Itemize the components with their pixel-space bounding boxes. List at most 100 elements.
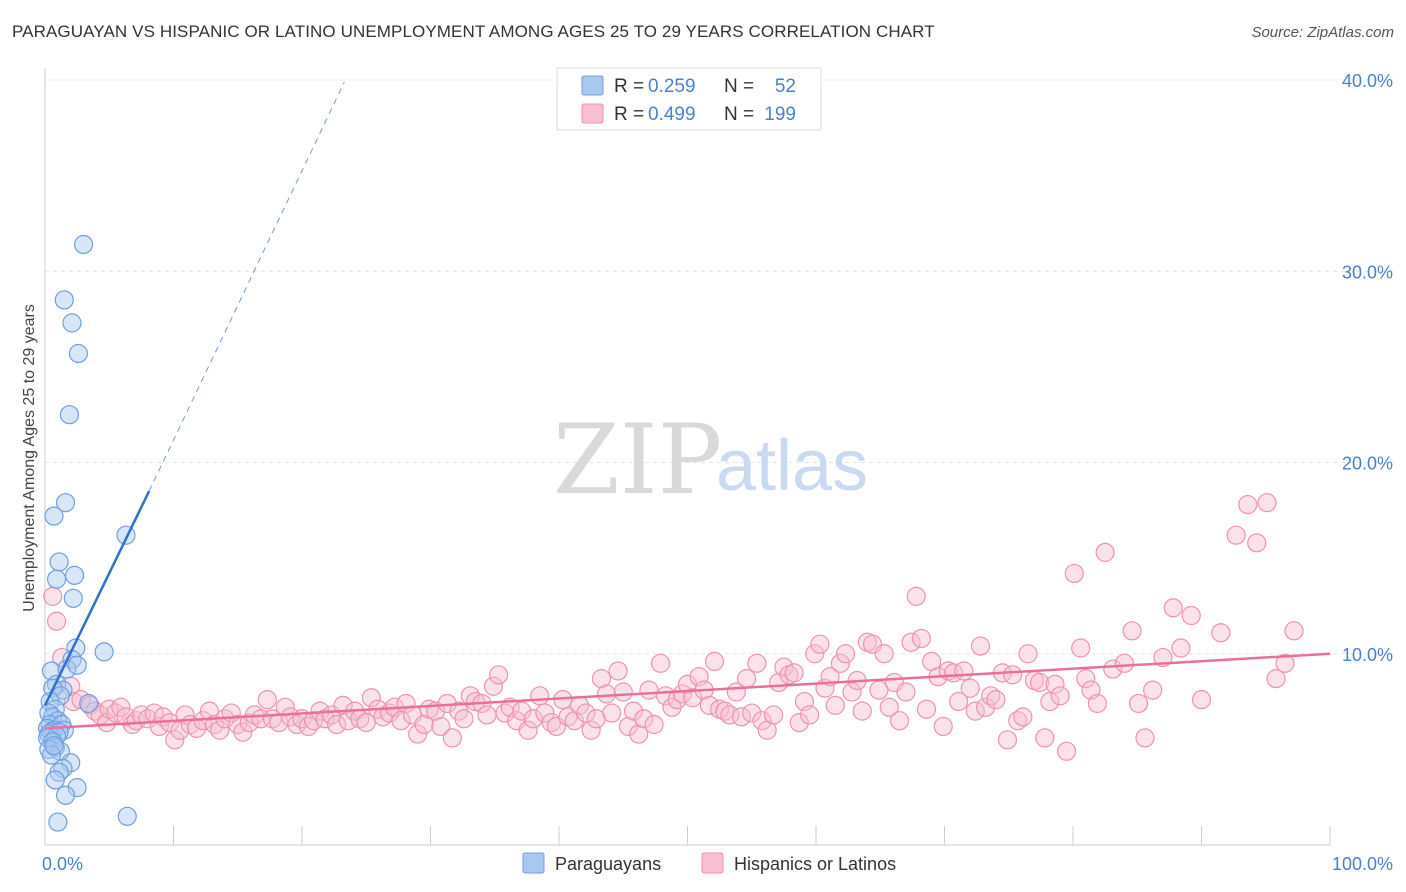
- legend-n-value-hispanics: 199: [764, 104, 796, 125]
- point-hispanics-or-latinos: [1284, 621, 1304, 641]
- point-hispanics-or-latinos: [949, 691, 969, 712]
- point-hispanics-or-latinos: [106, 703, 126, 723]
- point-hispanics-or-latinos: [1035, 728, 1055, 748]
- bottom-legend-swatch-hispanics: [701, 852, 724, 874]
- y-tick-label: 20.0%: [1342, 454, 1393, 474]
- point-hispanics-or-latinos: [85, 701, 105, 721]
- legend-r-label-hispanics: R =: [614, 104, 644, 125]
- point-hispanics-or-latinos: [981, 686, 1001, 706]
- point-hispanics-or-latinos: [742, 703, 762, 723]
- point-hispanics-or-latinos: [581, 720, 601, 740]
- point-hispanics-or-latinos: [613, 682, 633, 702]
- point-paraguayans: [44, 506, 64, 526]
- y-tick-label: 30.0%: [1342, 262, 1393, 282]
- point-hispanics-or-latinos: [1114, 653, 1135, 673]
- point-paraguayans: [117, 806, 137, 826]
- point-hispanics-or-latinos: [1211, 623, 1231, 643]
- point-paraguayans: [54, 290, 74, 310]
- point-hispanics-or-latinos: [1191, 690, 1212, 710]
- bottom-legend-label-hispanics: Hispanics or Latinos: [734, 854, 896, 874]
- point-hispanics-or-latinos: [1029, 672, 1050, 693]
- point-hispanics-or-latinos: [1238, 494, 1258, 515]
- point-hispanics-or-latinos: [906, 586, 926, 606]
- legend-r-label-paraguayans: R =: [614, 76, 644, 97]
- point-hispanics-or-latinos: [830, 653, 851, 673]
- point-hispanics-or-latinos: [986, 690, 1006, 710]
- point-hispanics-or-latinos: [639, 680, 659, 700]
- point-hispanics-or-latinos: [1003, 665, 1023, 685]
- point-hispanics-or-latinos: [960, 678, 980, 698]
- point-hispanics-or-latinos: [1076, 669, 1096, 689]
- point-hispanics-or-latinos: [361, 688, 381, 708]
- point-paraguayans: [44, 735, 64, 756]
- point-hispanics-or-latinos: [650, 653, 671, 673]
- point-hispanics-or-latinos: [1064, 563, 1084, 584]
- trend-line-paraguayans: [43, 490, 151, 706]
- point-hispanics-or-latinos: [523, 709, 543, 729]
- point-hispanics-or-latinos: [1008, 711, 1028, 731]
- point-hispanics-or-latinos: [1045, 674, 1065, 694]
- point-hispanics-or-latinos: [1181, 605, 1201, 626]
- point-hispanics-or-latinos: [879, 697, 899, 717]
- point-paraguayans: [67, 778, 87, 798]
- point-hispanics-or-latinos: [257, 690, 277, 710]
- point-hispanics-or-latinos: [530, 686, 550, 706]
- point-paraguayans: [62, 313, 82, 333]
- point-hispanics-or-latinos: [997, 730, 1018, 750]
- point-hispanics-or-latinos: [1040, 691, 1060, 712]
- point-hispanics-or-latinos: [116, 707, 136, 727]
- point-hispanics-or-latinos: [784, 663, 804, 683]
- point-hispanics-or-latinos: [1135, 728, 1155, 748]
- watermark: ZIP atlas: [553, 404, 868, 516]
- point-hispanics-or-latinos: [970, 636, 991, 656]
- point-hispanics-or-latinos: [842, 682, 862, 702]
- point-hispanics-or-latinos: [789, 712, 809, 733]
- point-hispanics-or-latinos: [954, 661, 974, 681]
- point-paraguayans: [68, 343, 89, 364]
- point-hispanics-or-latinos: [835, 644, 856, 664]
- point-hispanics-or-latinos: [799, 705, 820, 725]
- point-paraguayans: [94, 642, 114, 662]
- point-hispanics-or-latinos: [889, 711, 910, 731]
- point-hispanics-or-latinos: [825, 695, 845, 715]
- legend-n-label-paraguayans: N =: [724, 76, 754, 97]
- point-hispanics-or-latinos: [916, 699, 937, 719]
- point-hispanics-or-latinos: [1071, 638, 1091, 658]
- legend-n-value-paraguayans: 52: [775, 76, 796, 97]
- point-hispanics-or-latinos: [644, 714, 664, 735]
- point-hispanics-or-latinos: [1143, 680, 1163, 700]
- point-hispanics-or-latinos: [1226, 525, 1246, 545]
- point-hispanics-or-latinos: [391, 711, 411, 731]
- point-hispanics-or-latinos: [205, 714, 225, 735]
- gridlines: [45, 79, 1395, 655]
- point-paraguayans: [59, 405, 80, 425]
- point-paraguayans: [53, 758, 73, 779]
- point-hispanics-or-latinos: [356, 712, 376, 733]
- point-hispanics-or-latinos: [976, 697, 996, 717]
- x-tick-label: 0.0%: [42, 854, 83, 874]
- point-hispanics-or-latinos: [715, 701, 735, 721]
- point-hispanics-or-latinos: [1018, 644, 1038, 664]
- scatter-points: [37, 234, 1304, 832]
- point-hispanics-or-latinos: [210, 720, 230, 740]
- point-hispanics-or-latinos: [1103, 659, 1123, 679]
- point-hispanics-or-latinos: [1275, 653, 1295, 673]
- point-hispanics-or-latinos: [683, 688, 703, 708]
- point-paraguayans: [73, 234, 94, 255]
- point-hispanics-or-latinos: [518, 720, 538, 740]
- legend-r-value-hispanics: 0.499: [648, 104, 696, 125]
- point-paraguayans: [45, 770, 65, 790]
- point-hispanics-or-latinos: [618, 716, 638, 737]
- point-hispanics-or-latinos: [704, 651, 725, 672]
- point-hispanics-or-latinos: [1056, 741, 1077, 761]
- legend-r-value-paraguayans: 0.259: [648, 76, 696, 97]
- point-hispanics-or-latinos: [1122, 621, 1142, 641]
- point-hispanics-or-latinos: [442, 728, 462, 748]
- point-hispanics-or-latinos: [1171, 638, 1191, 658]
- y-tick-label: 10.0%: [1342, 645, 1393, 665]
- point-hispanics-or-latinos: [874, 644, 894, 664]
- point-hispanics-or-latinos: [1128, 693, 1149, 714]
- point-paraguayans: [63, 588, 83, 608]
- point-hispanics-or-latinos: [576, 703, 596, 723]
